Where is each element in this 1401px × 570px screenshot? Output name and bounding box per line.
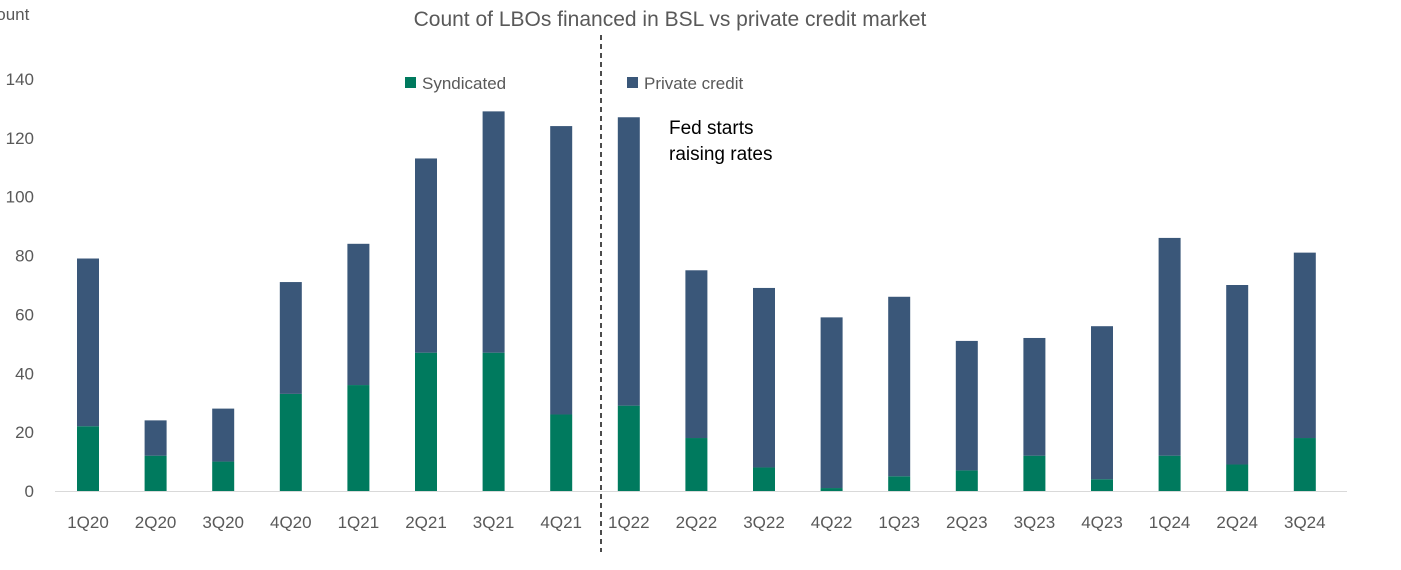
annotation-line-1: Fed starts xyxy=(669,118,753,139)
bar-syndicated xyxy=(685,438,708,491)
bar-syndicated xyxy=(1293,438,1316,491)
x-tick-label: 2Q22 xyxy=(676,513,718,532)
bar-syndicated xyxy=(144,455,167,491)
y-axis-ticks: 0 20 40 60 80 100 120 140 xyxy=(6,70,34,501)
y-tick-label: 40 xyxy=(15,364,34,383)
legend-label-syndicated: Syndicated xyxy=(422,74,506,93)
bar-syndicated xyxy=(1023,455,1046,491)
x-tick-label: 2Q20 xyxy=(135,513,177,532)
bar-private-credit xyxy=(144,420,167,456)
bar-syndicated xyxy=(955,470,978,491)
bar-private-credit xyxy=(1091,326,1113,480)
bar-syndicated xyxy=(482,352,505,491)
x-tick-label: 4Q20 xyxy=(270,513,312,532)
bar-private-credit xyxy=(1158,237,1181,456)
x-tick-label: 3Q23 xyxy=(1014,513,1056,532)
bar-syndicated xyxy=(212,461,235,491)
bar-private-credit xyxy=(685,270,708,439)
x-tick-label: 2Q21 xyxy=(405,513,447,532)
bar-private-credit xyxy=(279,282,302,394)
bar-syndicated xyxy=(753,467,775,491)
bar-syndicated xyxy=(77,426,99,491)
bar-private-credit xyxy=(77,258,99,427)
bar-private-credit xyxy=(955,340,978,471)
bar-syndicated xyxy=(347,385,370,491)
bar-private-credit xyxy=(1293,252,1316,439)
x-tick-label: 1Q20 xyxy=(67,513,109,532)
x-tick-label: 1Q21 xyxy=(338,513,380,532)
y-tick-label: 60 xyxy=(15,305,34,324)
legend-label-private-credit: Private credit xyxy=(644,74,743,93)
y-tick-label: 100 xyxy=(6,188,34,207)
x-tick-label: 1Q24 xyxy=(1149,513,1191,532)
x-axis-ticks: 1Q20 2Q20 3Q20 4Q20 1Q21 2Q21 3Q21 4Q21 1Q22 2Q22… xyxy=(67,513,1325,532)
bar-private-credit xyxy=(550,126,573,415)
x-tick-label: 3Q21 xyxy=(473,513,515,532)
x-tick-label: 1Q23 xyxy=(878,513,920,532)
y-tick-label: 0 xyxy=(25,482,34,501)
bar-syndicated xyxy=(1226,464,1249,491)
bars-group xyxy=(77,111,1316,491)
x-tick-label: 3Q22 xyxy=(743,513,785,532)
y-tick-label: 20 xyxy=(15,423,34,442)
x-tick-label: 3Q24 xyxy=(1284,513,1326,532)
chart-title: Count of LBOs financed in BSL vs private… xyxy=(414,8,927,31)
x-tick-label: 4Q21 xyxy=(540,513,582,532)
legend: Syndicated Private credit xyxy=(405,74,743,93)
bar-private-credit xyxy=(1226,285,1249,465)
x-tick-label: 2Q23 xyxy=(946,513,988,532)
bar-syndicated xyxy=(617,405,640,491)
bar-private-credit xyxy=(753,287,775,468)
bar-private-credit xyxy=(482,111,505,353)
bar-syndicated xyxy=(415,352,437,491)
bar-private-credit xyxy=(888,296,911,477)
legend-swatch-syndicated xyxy=(405,77,416,88)
bar-syndicated xyxy=(1091,479,1113,491)
bar-private-credit xyxy=(617,117,640,406)
x-tick-label: 4Q22 xyxy=(811,513,853,532)
bar-private-credit xyxy=(347,243,370,386)
x-tick-label: 3Q20 xyxy=(202,513,244,532)
y-tick-label: 120 xyxy=(6,129,34,148)
bar-syndicated xyxy=(550,414,573,491)
y-axis-label: Count xyxy=(0,5,30,24)
bar-syndicated xyxy=(888,476,911,491)
legend-swatch-private-credit xyxy=(627,77,638,88)
bar-private-credit xyxy=(212,408,235,462)
bar-syndicated xyxy=(820,488,843,491)
x-tick-label: 4Q23 xyxy=(1081,513,1123,532)
bar-syndicated xyxy=(279,393,302,491)
x-tick-label: 2Q24 xyxy=(1216,513,1258,532)
bar-private-credit xyxy=(820,317,843,489)
bar-syndicated xyxy=(1158,455,1181,491)
annotation-line-2: raising rates xyxy=(669,144,773,165)
bar-private-credit xyxy=(1023,337,1046,456)
y-tick-label: 140 xyxy=(6,70,34,89)
bar-private-credit xyxy=(415,158,437,353)
x-tick-label: 1Q22 xyxy=(608,513,650,532)
y-tick-label: 80 xyxy=(15,247,34,266)
